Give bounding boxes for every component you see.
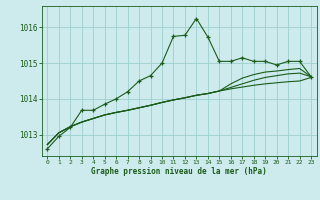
X-axis label: Graphe pression niveau de la mer (hPa): Graphe pression niveau de la mer (hPa) xyxy=(91,167,267,176)
